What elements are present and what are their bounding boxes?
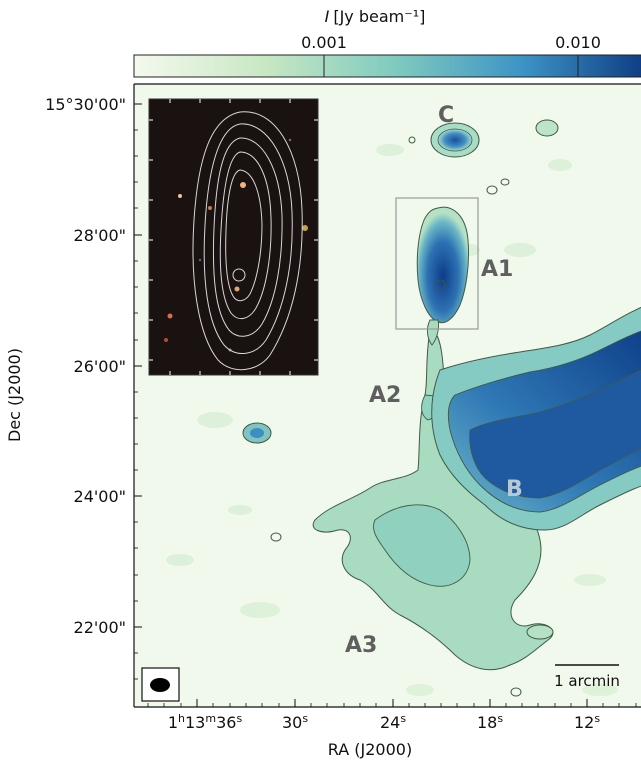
source-label-C: C	[438, 103, 454, 128]
y-tick-label: 26'00"	[74, 357, 126, 376]
x-tick-label: 1h13m36s	[168, 712, 243, 732]
x-ticks	[196, 699, 588, 707]
noise-patches	[166, 144, 618, 696]
scale-bar-label: 1 arcmin	[554, 672, 620, 690]
source-B-core	[469, 369, 641, 499]
source-A3-inner	[373, 504, 471, 587]
colorbar: I [Jy beam⁻¹] 0.001 0.010	[133, 7, 641, 78]
compact-source	[510, 687, 522, 697]
inset-contours	[192, 111, 303, 371]
inset-stars	[164, 138, 308, 352]
source-C-core	[437, 128, 473, 152]
source-label-B: B	[506, 477, 523, 502]
colorbar-gradient	[133, 54, 641, 78]
inset-optical-image	[148, 98, 319, 376]
y-tick-label: 28'00"	[74, 226, 126, 245]
y-tick-label: 22'00"	[74, 618, 126, 637]
x-tick-label: 12s	[574, 712, 600, 732]
colorbar-label-unit: [Jy beam⁻¹]	[333, 7, 425, 26]
source-label-A1: A1	[481, 257, 513, 282]
axes: 15°30'00" 28'00" 26'00" 24'00" 22'00" 1h…	[5, 83, 641, 759]
beam-ellipse	[150, 678, 170, 692]
y-axis-title: Dec (J2000)	[5, 348, 24, 442]
compact-source	[270, 532, 282, 542]
inset-frame	[148, 98, 319, 376]
x-axis-title: RA (J2000)	[328, 740, 412, 759]
y-ticks	[134, 103, 142, 628]
compact-source	[408, 136, 416, 144]
source-A1-peak	[434, 279, 446, 291]
A1-zoom-box	[395, 197, 479, 330]
compact-source	[535, 119, 559, 137]
y-minor-ticks	[134, 129, 138, 680]
source-label-A3: A3	[345, 633, 377, 658]
colorbar-label-symbol: I	[325, 7, 330, 26]
x-tick-label: 30s	[282, 712, 308, 732]
compact-source	[526, 624, 554, 640]
x-tick-label: 24s	[380, 712, 406, 732]
colorbar-tick-label: 0.001	[301, 33, 347, 52]
compact-source	[486, 185, 498, 195]
colorbar-tick-label: 0.010	[555, 33, 601, 52]
colorbar-label: I [Jy beam⁻¹]	[325, 7, 426, 26]
y-tick-label: 24'00"	[74, 487, 126, 506]
compact-source	[500, 178, 510, 186]
y-tick-label: 15°30'00"	[45, 95, 126, 114]
x-tick-label: 18s	[477, 712, 503, 732]
source-label-A2: A2	[369, 383, 401, 408]
inset-ticks	[149, 99, 318, 375]
x-minor-ticks	[147, 703, 637, 707]
compact-source	[250, 428, 264, 438]
